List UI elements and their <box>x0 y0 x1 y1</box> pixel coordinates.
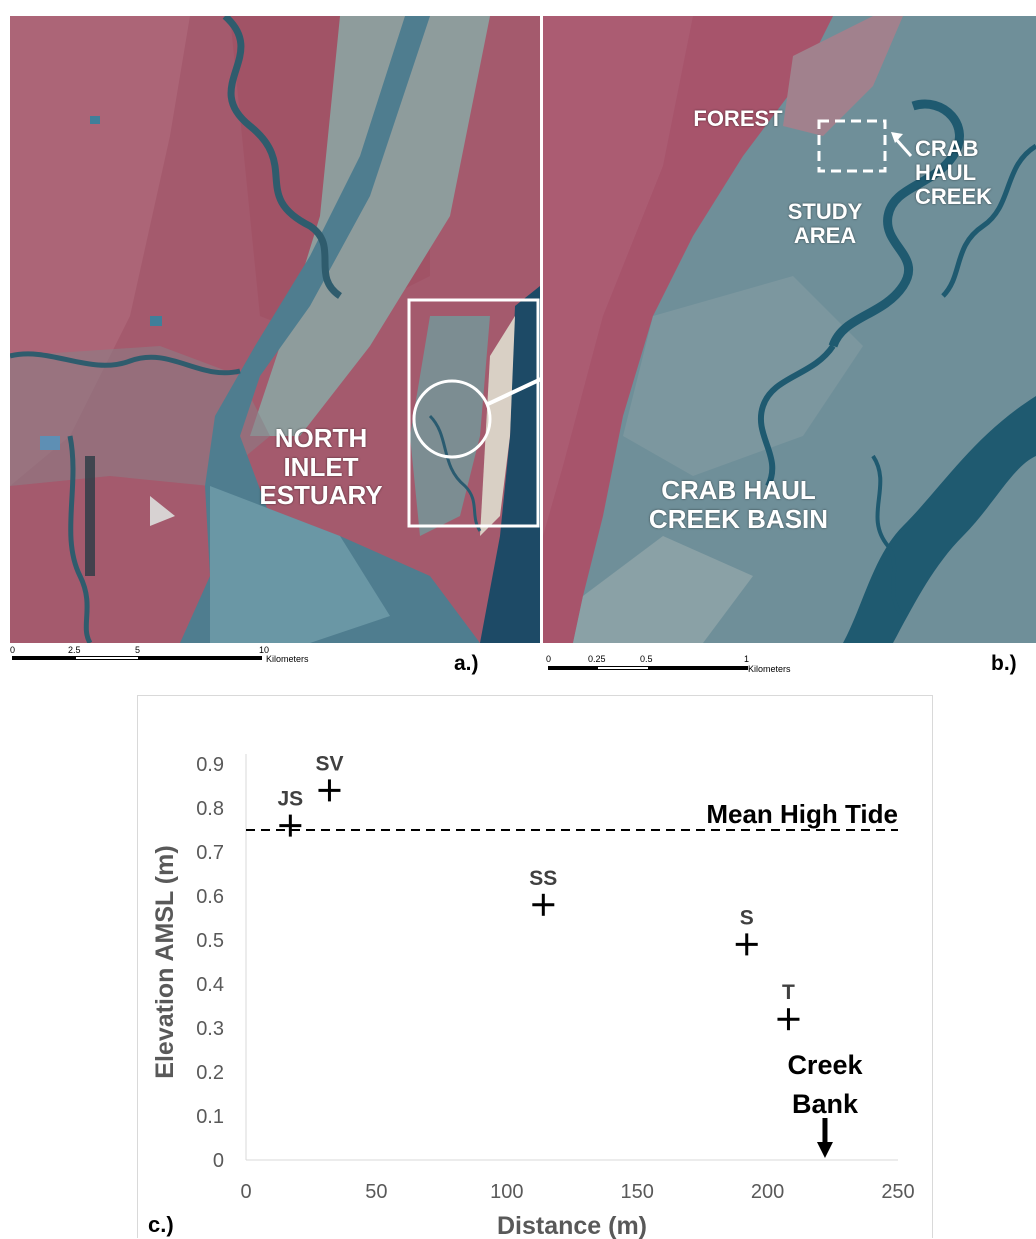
scale-b-tick-0: 0 <box>546 654 552 664</box>
study-region-circle <box>412 379 492 459</box>
scale-a-tick-3: 10 <box>259 645 270 655</box>
creek-bank-arrow-head <box>816 1142 833 1158</box>
study-area-box <box>817 119 887 173</box>
scale-a-unit: Kilometers <box>266 654 309 664</box>
scale-b-tick-3: 1 <box>744 654 750 664</box>
point-label-s: S <box>740 906 754 929</box>
point-label-sv: SV <box>315 752 343 775</box>
north-inlet-estuary-label: NORTH INLET ESTUARY <box>259 423 383 511</box>
scale-a-tick-1: 2.5 <box>68 645 81 655</box>
y-tick-label-4: 0.4 <box>196 974 224 996</box>
y-tick-label-1: 0.1 <box>196 1106 224 1128</box>
elevation-chart-frame: 0 0.1 0.2 0.3 0.4 0.5 0.6 0.7 0.8 0.9 0 50 100 150 200… <box>137 695 933 1239</box>
scale-a-tick-2: 5 <box>135 645 141 655</box>
panel-b-aerial-map: FOREST STUDY AREA CRAB HAUL CREEK CRAB H… <box>543 16 1036 643</box>
scale-bar-b: 0 0.25 0.5 1 Kilometers <box>546 654 816 674</box>
y-tick-label-2: 0.2 <box>196 1062 224 1084</box>
y-axis-title: Elevation AMSL (m) <box>151 845 179 1078</box>
y-tick-label-5: 0.5 <box>196 930 224 952</box>
scale-bar-a: 0 2.5 5 10 Kilometers <box>10 645 330 665</box>
x-tick-label-5: 250 <box>881 1181 914 1203</box>
x-tick-label-3: 150 <box>621 1181 654 1203</box>
panel-c-tag: c.) <box>148 1212 174 1237</box>
point-t <box>777 1008 800 1031</box>
zoom-arrow <box>487 377 540 406</box>
creek-bank-label-0: Creek <box>787 1050 863 1080</box>
scale-a-tick-0: 0 <box>10 645 16 655</box>
elevation-chart: 0 0.1 0.2 0.3 0.4 0.5 0.6 0.7 0.8 0.9 0 50 100 150 200… <box>148 752 915 1239</box>
x-tick-label-2: 100 <box>490 1181 523 1203</box>
y-tick-label-7: 0.7 <box>196 842 224 864</box>
y-tick-label-9: 0.9 <box>196 754 224 776</box>
study-area-label: STUDY AREA <box>787 199 863 249</box>
y-tick-label-3: 0.3 <box>196 1018 224 1040</box>
point-s <box>735 933 758 956</box>
scale-b-tick-2: 0.5 <box>640 654 653 664</box>
y-tick-label-8: 0.8 <box>196 798 224 820</box>
point-ss <box>532 893 555 916</box>
forest-label: FOREST <box>693 106 783 131</box>
panel-b-tag: b.) <box>991 652 1017 675</box>
point-label-ss: SS <box>529 867 557 890</box>
aerial-image-wide <box>10 16 540 643</box>
aerial-image-zoom <box>543 16 1036 643</box>
x-tick-label-0: 0 <box>240 1181 251 1203</box>
scale-b-unit: Kilometers <box>748 664 791 674</box>
point-label-js: JS <box>277 788 303 811</box>
mean-high-tide-label: Mean High Tide <box>706 799 898 829</box>
panel-a-aerial-map: NORTH INLET ESTUARY <box>10 16 540 643</box>
panel-a-tag: a.) <box>454 652 479 675</box>
x-tick-label-4: 200 <box>751 1181 784 1203</box>
x-axis-title: Distance (m) <box>497 1212 647 1239</box>
point-label-t: T <box>782 981 795 1004</box>
study-region-box <box>407 298 540 528</box>
creek-bank-label-1: Bank <box>792 1089 859 1119</box>
y-tick-label-0: 0 <box>213 1150 224 1172</box>
scale-b-tick-1: 0.25 <box>588 654 606 664</box>
point-js <box>279 814 302 837</box>
y-tick-label-6: 0.6 <box>196 886 224 908</box>
x-tick-label-1: 50 <box>365 1181 387 1203</box>
crab-haul-creek-basin-label: CRAB HAUL CREEK BASIN <box>648 475 829 534</box>
point-sv <box>318 779 341 802</box>
crab-haul-creek-label: CRAB HAUL CREEK <box>915 136 993 210</box>
